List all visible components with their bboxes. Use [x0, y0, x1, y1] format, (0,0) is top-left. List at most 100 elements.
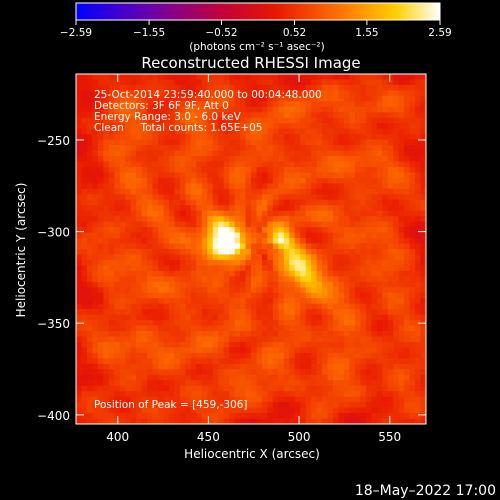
footer-timestamp: 18–May–2022 17:00: [355, 483, 496, 499]
heatmap-cell: [365, 95, 372, 102]
heatmap-cell: [212, 188, 219, 195]
heatmap-cell: [409, 161, 416, 168]
heatmap-cell: [163, 270, 170, 277]
heatmap-cell: [168, 298, 176, 305]
heatmap-cell: [163, 156, 170, 163]
heatmap-cell: [382, 123, 389, 130]
heatmap-cell: [251, 374, 258, 381]
heatmap-cell: [207, 79, 214, 86]
heatmap-cell: [338, 254, 345, 261]
heatmap-cell: [108, 352, 115, 359]
heatmap-cell: [130, 101, 137, 108]
heatmap-cell: [158, 380, 165, 387]
heatmap-cell: [207, 336, 214, 343]
heatmap-cell: [97, 391, 104, 398]
heatmap-cell: [327, 128, 334, 135]
heatmap-cell: [343, 292, 351, 299]
heatmap-cell: [305, 216, 312, 223]
heatmap-cell: [119, 331, 126, 338]
heatmap-cell: [212, 281, 219, 288]
heatmap-cell: [234, 156, 241, 163]
heatmap-cell: [404, 369, 411, 376]
heatmap-cell: [234, 128, 241, 135]
heatmap-cell: [158, 281, 165, 288]
heatmap-cell: [256, 314, 263, 321]
heatmap-cell: [261, 210, 269, 217]
heatmap-cell: [119, 117, 126, 124]
heatmap-cell: [212, 243, 219, 250]
heatmap-cell: [420, 205, 426, 212]
heatmap-cell: [168, 254, 176, 261]
heatmap-cell: [261, 347, 269, 354]
heatmap-cell: [201, 418, 208, 424]
colorbar-tick-label: 0.52: [283, 27, 306, 39]
heatmap-cell: [196, 281, 203, 288]
heatmap-cell: [251, 74, 258, 81]
heatmap-cell: [147, 249, 154, 256]
heatmap-cell: [278, 205, 285, 212]
heatmap-cell: [229, 188, 236, 195]
heatmap-cell: [163, 249, 170, 256]
heatmap-cell: [415, 123, 422, 130]
heatmap-cell: [141, 74, 148, 81]
heatmap-cell: [81, 265, 88, 272]
heatmap-cell: [404, 303, 411, 310]
heatmap-cell: [163, 309, 170, 316]
heatmap-cell: [256, 101, 263, 108]
heatmap-cell: [327, 418, 334, 424]
heatmap-cell: [245, 385, 252, 392]
heatmap-cell: [338, 407, 345, 414]
heatmap-cell: [294, 270, 301, 277]
heatmap-cell: [338, 402, 345, 409]
heatmap-cell: [300, 336, 307, 343]
heatmap-cell: [218, 117, 225, 124]
heatmap-cell: [311, 298, 318, 305]
heatmap-cell: [196, 79, 203, 86]
heatmap-cell: [393, 385, 400, 392]
heatmap-cell: [338, 320, 345, 327]
heatmap-cell: [376, 402, 383, 409]
heatmap-cell: [245, 221, 252, 228]
heatmap-cell: [92, 79, 99, 86]
heatmap-cell: [376, 418, 383, 424]
heatmap-cell: [349, 249, 356, 256]
heatmap-cell: [360, 341, 367, 349]
heatmap-cell: [218, 341, 225, 349]
heatmap-cell: [185, 276, 192, 283]
heatmap-cell: [245, 259, 252, 267]
heatmap-cell: [147, 374, 154, 381]
heatmap-cell: [207, 74, 214, 81]
heatmap-cell: [190, 309, 197, 316]
heatmap-cell: [267, 221, 274, 228]
heatmap-cell: [327, 139, 334, 146]
heatmap-cell: [316, 117, 323, 124]
heatmap-cell: [141, 358, 148, 365]
heatmap-cell: [92, 292, 99, 299]
heatmap-cell: [333, 292, 340, 299]
heatmap-cell: [300, 172, 307, 179]
heatmap-cell: [147, 106, 154, 113]
heatmap-cell: [130, 172, 137, 179]
heatmap-cell: [272, 325, 279, 332]
heatmap-cell: [190, 188, 197, 195]
heatmap-cell: [294, 112, 301, 119]
heatmap-cell: [223, 369, 230, 376]
heatmap-cell: [76, 210, 83, 217]
heatmap-cell: [256, 79, 263, 86]
heatmap-cell: [229, 106, 236, 113]
x-axis-label: Heliocentric X (arcsec): [184, 447, 320, 461]
heatmap-cell: [420, 314, 426, 321]
heatmap-cell: [261, 188, 269, 195]
heatmap-cell: [398, 249, 405, 256]
heatmap-cell: [152, 123, 159, 130]
heatmap-cell: [343, 374, 351, 381]
heatmap-cell: [163, 281, 170, 288]
heatmap-cell: [327, 166, 334, 174]
heatmap-cell: [207, 331, 214, 338]
heatmap-cell: [223, 205, 230, 212]
heatmap-cell: [229, 352, 236, 359]
heatmap-cell: [338, 172, 345, 179]
heatmap-cell: [108, 270, 115, 277]
heatmap-cell: [365, 106, 372, 113]
heatmap-cell: [382, 391, 389, 398]
